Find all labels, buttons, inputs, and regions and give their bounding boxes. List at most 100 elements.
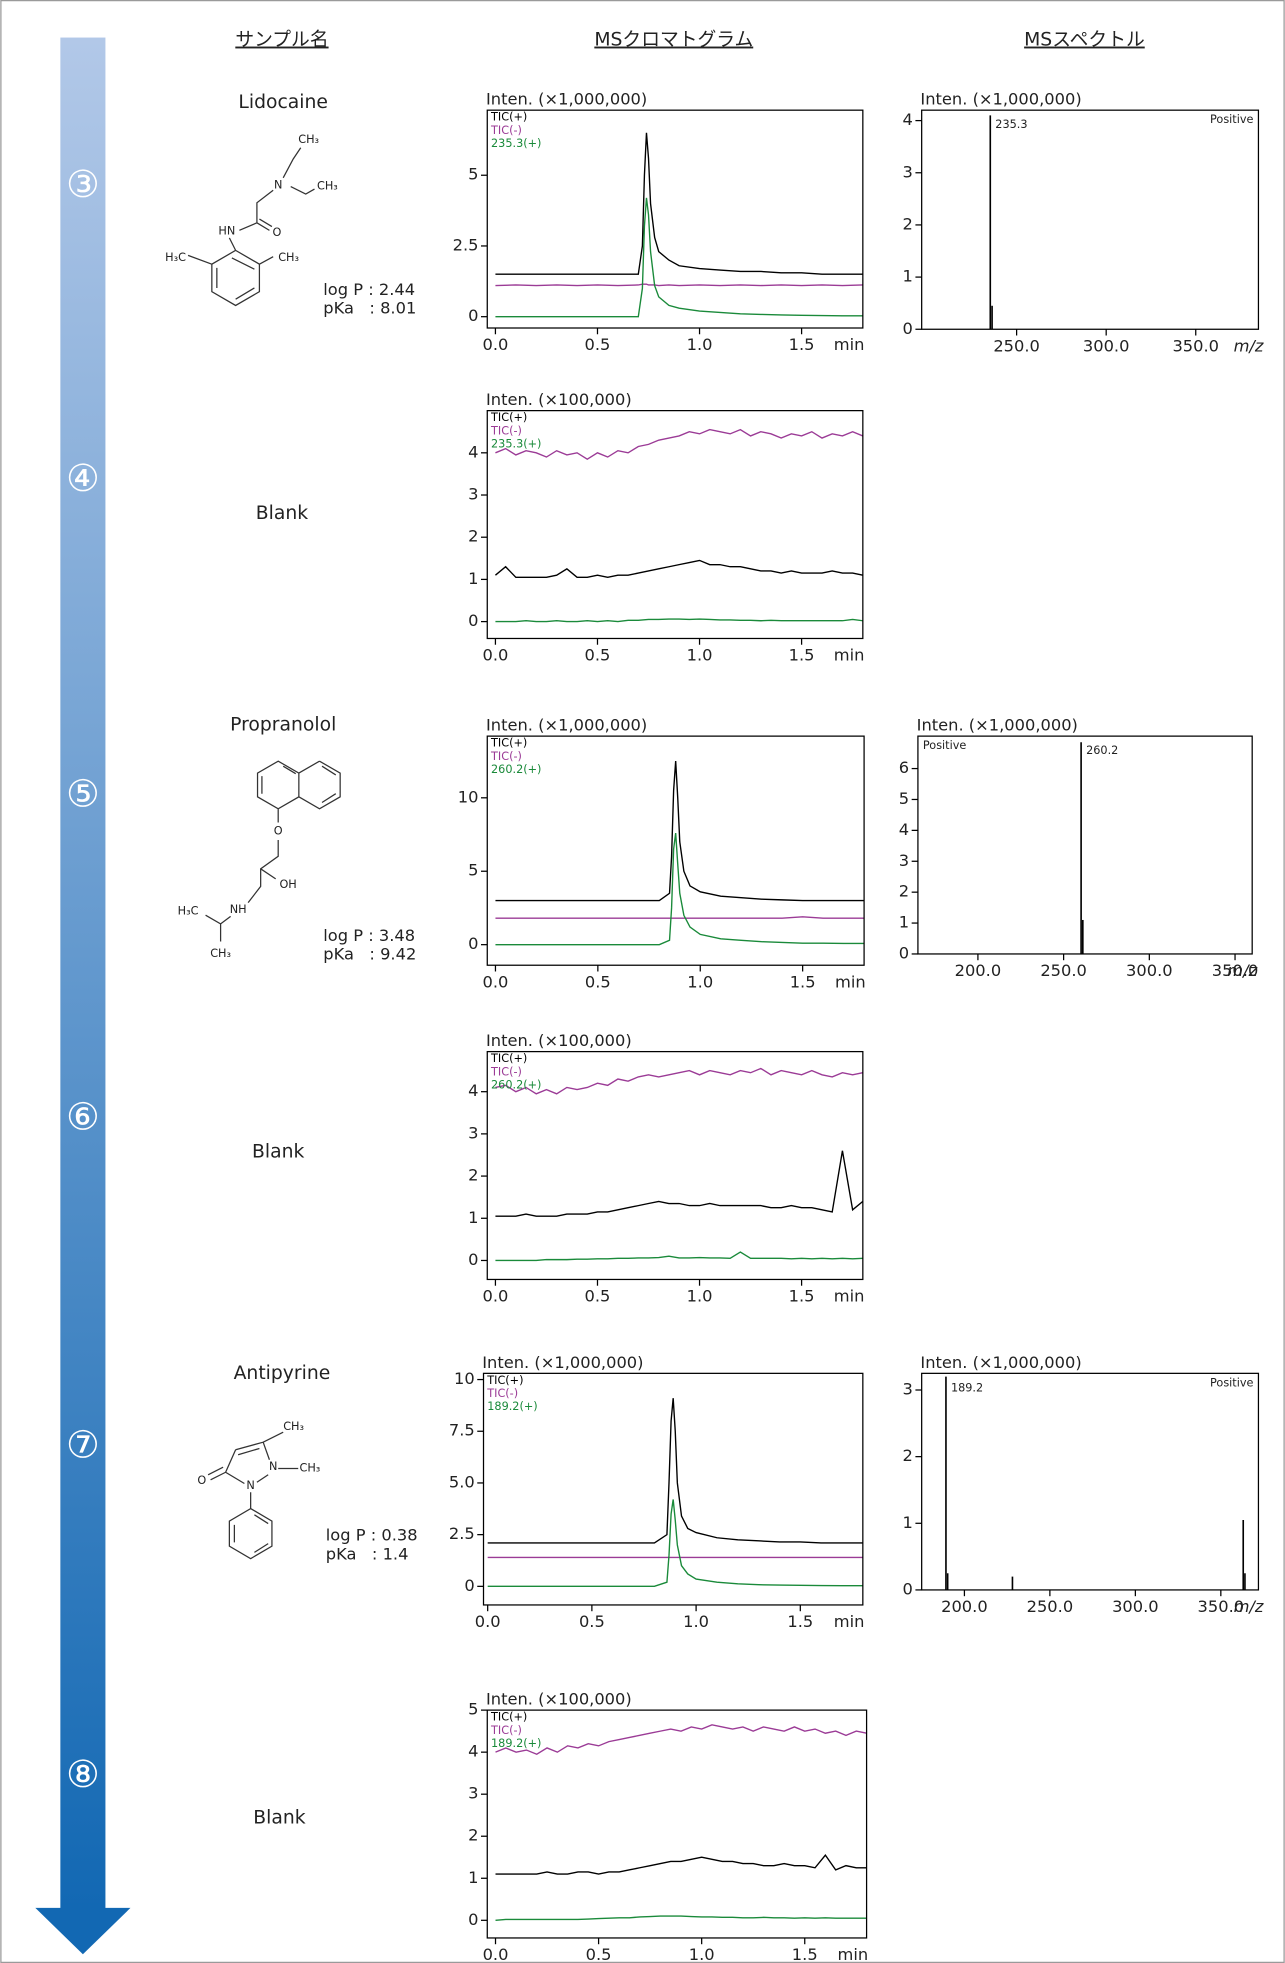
plot-frame <box>486 1709 868 1939</box>
x-unit: min <box>837 1945 868 1963</box>
y-tick-label: 10 <box>458 787 479 806</box>
y-tick-label: 2 <box>468 1166 478 1185</box>
y-tick-label: 5.0 <box>449 1472 475 1491</box>
atom-label: N <box>274 178 282 191</box>
legend-entry: TIC(-) <box>486 1387 518 1400</box>
x-tick-label: 1.0 <box>687 972 713 991</box>
series-line <box>495 1067 863 1095</box>
sample-name: Lidocaine <box>238 92 328 113</box>
x-unit: min <box>834 1286 865 1305</box>
y-tick-label: 0 <box>468 1910 478 1929</box>
chart-title: Inten. (×1,000,000) <box>917 716 1078 735</box>
x-tick-label: 0.5 <box>585 1286 611 1305</box>
x-tick-label: 0.0 <box>483 1945 509 1963</box>
legend-entry: 235.3(+) <box>491 137 541 150</box>
atom-label: N <box>246 1479 254 1492</box>
chart: Inten. (×100,000) 0 1 2 3 4 0.0 0.5 1.0 1.5 min TIC… <box>468 1031 864 1305</box>
peak-label: 189.2 <box>951 1381 983 1394</box>
legend-entry: TIC(+) <box>490 737 527 750</box>
y-tick-label: 0 <box>468 934 478 953</box>
atom-label: CH₃ <box>283 1420 304 1433</box>
chart-title: Inten. (×1,000,000) <box>920 1353 1081 1372</box>
log-p: log P : 3.48 <box>323 926 415 945</box>
y-tick-label: 0 <box>899 943 909 962</box>
x-tick-label: 1.0 <box>689 1945 715 1963</box>
plot-frame <box>486 410 864 640</box>
x-unit: min <box>835 972 866 991</box>
column-header: サンプル名 <box>235 29 328 51</box>
x-tick-label: 0.0 <box>482 335 508 354</box>
x-tick-label: 0.0 <box>482 1286 508 1305</box>
legend-entry: 235.3(+) <box>491 437 541 450</box>
legend-entry: TIC(+) <box>490 111 527 124</box>
x-tick-label: 250.0 <box>1040 961 1087 980</box>
y-tick-label: 3 <box>899 851 909 870</box>
x-tick-label: 0.0 <box>482 646 508 665</box>
log-p: log P : 0.38 <box>326 1526 418 1545</box>
chart: Inten. (×100,000) 0 1 2 3 4 5 0.0 0.5 1.0 1.5 min TI… <box>468 1690 868 1963</box>
structure-antipyrine <box>207 1431 299 1560</box>
series-line <box>495 1251 863 1262</box>
atom-label: OH <box>279 878 296 891</box>
plot-frame <box>486 109 864 329</box>
pka: pKa : 1.4 <box>326 1544 409 1563</box>
chart-title: Inten. (×1,000,000) <box>486 90 647 109</box>
y-tick-label: 1 <box>468 1868 478 1887</box>
x-tick-label: 1.5 <box>789 1286 815 1305</box>
series-line <box>495 197 863 318</box>
y-tick-label: 3 <box>468 1784 478 1803</box>
x-tick-label: 1.0 <box>687 1286 713 1305</box>
y-tick-label: 4 <box>899 820 909 839</box>
series-line <box>495 832 865 946</box>
series-line <box>495 618 863 623</box>
x-unit: m/z <box>1234 1597 1264 1616</box>
atom-label: HN <box>218 225 235 238</box>
x-tick-label: 350.0 <box>1172 336 1219 355</box>
x-tick-label: 1.5 <box>792 1945 818 1963</box>
series-line <box>495 132 863 275</box>
y-tick-label: 3 <box>903 162 913 181</box>
series-line <box>495 761 865 902</box>
x-tick-label: 1.0 <box>687 335 713 354</box>
pka: pKa : 8.01 <box>323 299 416 318</box>
legend-entry: TIC(-) <box>490 1065 522 1078</box>
chart-title: Inten. (×1,000,000) <box>920 90 1081 109</box>
series-line <box>495 916 865 919</box>
y-tick-label: 3 <box>903 1380 913 1399</box>
atom-label: CH₃ <box>317 180 338 193</box>
chart: Inten. (×100,000) 0 1 2 3 4 0.0 0.5 1.0 1.5 min TIC… <box>468 390 864 664</box>
chart-title: Inten. (×1,000,000) <box>486 716 647 735</box>
plot-frame <box>917 735 1253 955</box>
plot-frame <box>482 1372 864 1606</box>
series-line <box>495 428 863 460</box>
bonds <box>207 1431 299 1560</box>
arrow-head <box>35 1907 131 1955</box>
arrow-shaft <box>60 37 106 1911</box>
x-tick-label: 1.0 <box>687 646 713 665</box>
step-number: ⑧ <box>66 1752 100 1796</box>
x-tick-label: 300.0 <box>1112 1597 1159 1616</box>
x-unit: min <box>834 335 865 354</box>
sample-name: Blank <box>253 1807 305 1828</box>
x-tick-label: 1.5 <box>787 1612 813 1631</box>
series-line <box>487 1499 863 1588</box>
series-line <box>494 559 863 578</box>
atom-label: O <box>274 824 283 837</box>
legend-entry: TIC(-) <box>490 1724 522 1737</box>
y-tick-label: 1 <box>903 1513 913 1532</box>
x-tick-label: 350.0 <box>1212 961 1259 980</box>
atom-label: CH₃ <box>210 947 231 960</box>
x-tick-label: 300.0 <box>1126 961 1173 980</box>
peak-label: 260.2 <box>1086 744 1118 757</box>
chart: Inten. (×1,000,000) 0 1 2 3 4 250.0 300.0 350.0 m… <box>903 90 1264 356</box>
chart-title: Inten. (×100,000) <box>486 1690 632 1709</box>
series-line <box>495 1915 867 1921</box>
x-tick-label: 250.0 <box>1027 1597 1074 1616</box>
x-tick-label: 200.0 <box>955 961 1002 980</box>
x-tick-label: 350.0 <box>1198 1597 1245 1616</box>
legend-entry: TIC(-) <box>490 424 522 437</box>
y-tick-label: 3 <box>468 485 478 504</box>
step-number: ③ <box>66 162 100 206</box>
y-tick-label: 7.5 <box>449 1421 475 1440</box>
